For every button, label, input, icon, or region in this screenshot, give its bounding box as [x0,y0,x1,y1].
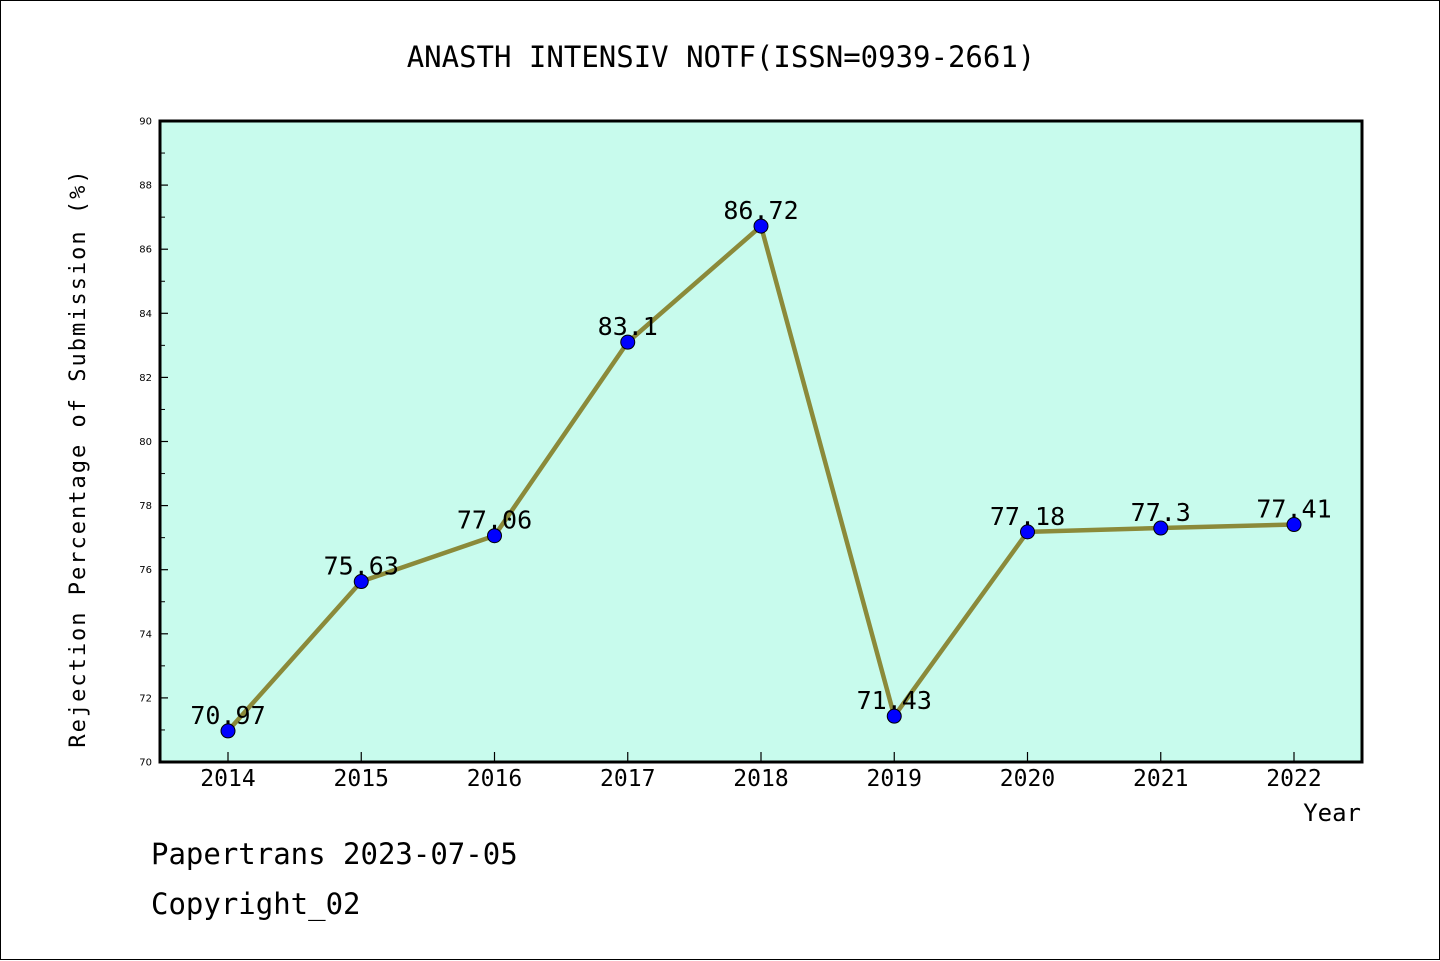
data-label: 77.3 [1131,498,1191,527]
y-tick-label: 72 [139,693,152,704]
data-point [886,708,902,724]
data-label: 86.72 [723,196,798,225]
y-tick-label: 86 [139,245,152,256]
y-tick-label: 70 [139,758,152,769]
x-tick-label: 2018 [733,766,788,792]
data-point [353,574,369,590]
x-tick-label: 2016 [467,766,522,792]
data-label: 77.06 [457,506,532,535]
y-axis: 70 72 74 76 78 80 82 84 86 88 90 [139,117,168,769]
y-tick-label: 82 [139,373,152,384]
y-tick-label: 78 [139,501,152,512]
data-point [753,218,769,234]
series-layer [220,218,1302,739]
data-label-layer: 70.97 75.63 77.06 83.1 86.72 71.43 77.18 77.3 77… [190,196,1331,730]
y-tick-label: 90 [139,117,152,128]
data-point [620,334,636,350]
data-point [1153,520,1169,536]
x-tick-label: 2020 [1000,766,1055,792]
data-label: 83.1 [598,312,658,341]
y-axis-label: Rejection Percentage of Submission (%) [66,168,91,747]
data-label: 70.97 [190,701,265,730]
data-point [220,723,236,739]
data-point [1020,524,1035,540]
x-tick-label: 2022 [1266,766,1321,792]
data-point [1286,517,1302,533]
x-tick-label: 2017 [600,766,655,792]
data-label: 71.43 [857,686,932,715]
y-tick-label: 84 [139,309,152,320]
x-tick-label: 2019 [867,766,922,792]
data-label: 77.41 [1256,495,1331,524]
data-label: 75.63 [324,552,399,581]
footer-source: Papertrans 2023-07-05 [151,837,518,871]
x-axis: 2014 2015 2016 2017 2018 2019 2020 2021 2022 [200,752,1322,792]
chart-title: ANASTH INTENSIV NOTF(ISSN=0939-2661) [407,40,1036,74]
x-tick-label: 2014 [200,766,255,792]
y-tick-label: 74 [139,629,152,640]
x-axis-label: Year [1303,799,1361,827]
footer-copyright: Copyright_02 [151,887,361,921]
x-tick-label: 2015 [334,766,389,792]
y-tick-label: 80 [139,437,152,448]
data-point [487,528,502,544]
y-tick-label: 88 [139,181,152,192]
data-label: 77.18 [990,502,1065,531]
x-tick-label: 2021 [1133,766,1188,792]
y-tick-label: 76 [139,565,152,576]
